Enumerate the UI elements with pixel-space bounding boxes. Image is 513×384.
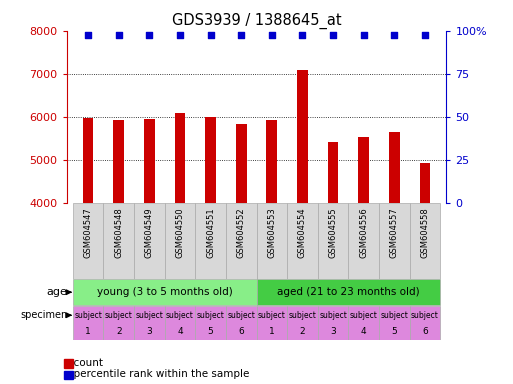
Bar — [297, 70, 308, 203]
Text: subject: subject — [350, 311, 378, 320]
Point — [299, 31, 307, 38]
Text: GSM604555: GSM604555 — [328, 207, 338, 258]
Text: subject: subject — [288, 311, 317, 320]
Bar — [287, 306, 318, 340]
Text: percentile rank within the sample: percentile rank within the sample — [67, 369, 249, 379]
Bar — [266, 119, 277, 203]
Text: GSM604548: GSM604548 — [114, 207, 123, 258]
Point — [360, 31, 368, 38]
Point — [145, 31, 153, 38]
Bar — [420, 163, 430, 203]
Bar — [226, 306, 256, 340]
Text: GSM604553: GSM604553 — [267, 207, 277, 258]
Bar — [256, 279, 440, 305]
Bar — [318, 306, 348, 340]
Text: specimen: specimen — [20, 310, 67, 320]
Text: 4: 4 — [361, 327, 366, 336]
Text: young (3 to 5 months old): young (3 to 5 months old) — [97, 287, 232, 297]
Bar — [144, 119, 155, 203]
Bar — [256, 306, 287, 340]
Bar — [348, 306, 379, 340]
Bar — [195, 203, 226, 279]
Point — [176, 31, 184, 38]
Text: GSM604547: GSM604547 — [84, 207, 93, 258]
Bar — [348, 203, 379, 279]
Point — [390, 31, 399, 38]
Bar — [409, 306, 440, 340]
Bar — [328, 142, 339, 203]
Bar — [73, 203, 104, 279]
Text: GSM604552: GSM604552 — [236, 207, 246, 258]
Bar — [73, 279, 256, 305]
Text: subject: subject — [166, 311, 194, 320]
Text: subject: subject — [135, 311, 163, 320]
Bar — [389, 132, 400, 203]
Point — [114, 31, 123, 38]
Text: 1: 1 — [85, 327, 91, 336]
Text: aged (21 to 23 months old): aged (21 to 23 months old) — [277, 287, 420, 297]
Text: subject: subject — [258, 311, 286, 320]
Bar — [409, 203, 440, 279]
Text: GSM604557: GSM604557 — [390, 207, 399, 258]
Bar — [113, 119, 124, 203]
Point — [421, 31, 429, 38]
Title: GDS3939 / 1388645_at: GDS3939 / 1388645_at — [172, 13, 341, 29]
Text: subject: subject — [227, 311, 255, 320]
Point — [329, 31, 337, 38]
Text: subject: subject — [74, 311, 102, 320]
Text: subject: subject — [411, 311, 439, 320]
Text: 4: 4 — [177, 327, 183, 336]
Text: 3: 3 — [330, 327, 336, 336]
Text: GSM604556: GSM604556 — [359, 207, 368, 258]
Text: 6: 6 — [239, 327, 244, 336]
Text: GSM604551: GSM604551 — [206, 207, 215, 258]
Text: GSM604549: GSM604549 — [145, 207, 154, 258]
Point — [268, 31, 276, 38]
Bar — [287, 203, 318, 279]
Text: 6: 6 — [422, 327, 428, 336]
Bar — [134, 306, 165, 340]
Bar — [174, 113, 185, 203]
Text: 2: 2 — [300, 327, 305, 336]
Text: subject: subject — [319, 311, 347, 320]
Bar — [83, 118, 93, 203]
Text: GSM604550: GSM604550 — [175, 207, 185, 258]
Text: 1: 1 — [269, 327, 274, 336]
Bar — [358, 137, 369, 203]
Bar — [226, 203, 256, 279]
Text: 2: 2 — [116, 327, 122, 336]
Text: subject: subject — [196, 311, 225, 320]
Text: count: count — [67, 358, 103, 368]
Bar — [104, 203, 134, 279]
Text: GSM604558: GSM604558 — [420, 207, 429, 258]
Text: 5: 5 — [391, 327, 397, 336]
Text: 5: 5 — [208, 327, 213, 336]
Bar — [104, 306, 134, 340]
Bar — [236, 124, 247, 203]
Bar — [165, 203, 195, 279]
Point — [84, 31, 92, 38]
Bar — [379, 203, 409, 279]
Text: age: age — [47, 287, 67, 297]
Point — [237, 31, 245, 38]
Bar — [256, 203, 287, 279]
Bar — [205, 118, 216, 203]
Point — [206, 31, 214, 38]
Bar — [195, 306, 226, 340]
Bar — [165, 306, 195, 340]
Text: subject: subject — [380, 311, 408, 320]
Bar — [318, 203, 348, 279]
Text: subject: subject — [105, 311, 133, 320]
Bar — [379, 306, 409, 340]
Bar — [134, 203, 165, 279]
Text: 3: 3 — [147, 327, 152, 336]
Text: GSM604554: GSM604554 — [298, 207, 307, 258]
Bar — [73, 306, 104, 340]
